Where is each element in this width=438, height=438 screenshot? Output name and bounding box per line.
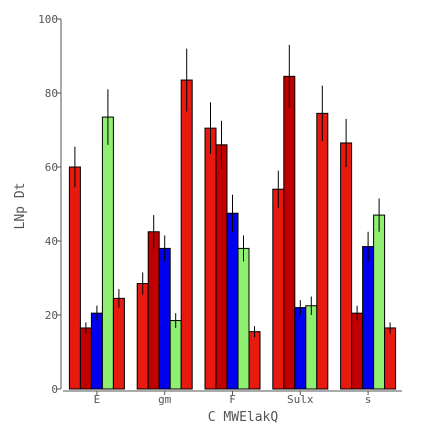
bar xyxy=(79,327,92,390)
bar xyxy=(90,312,103,390)
y-tick-label: 100 xyxy=(38,13,58,26)
bar xyxy=(226,212,239,390)
bar xyxy=(294,307,307,390)
bar xyxy=(112,297,125,390)
bar xyxy=(215,144,228,390)
bar xyxy=(305,305,318,390)
bar xyxy=(180,79,193,390)
x-tick-label: Sulx xyxy=(287,393,314,406)
x-tick-label: gm xyxy=(158,393,172,406)
x-tick-label: s xyxy=(365,393,372,406)
y-tick-label: 20 xyxy=(45,309,58,322)
y-tick-label: 80 xyxy=(45,87,58,100)
bar xyxy=(169,320,182,390)
bar xyxy=(158,247,171,390)
bar xyxy=(68,166,81,390)
bar xyxy=(101,116,114,390)
bars-group xyxy=(68,44,397,390)
bar xyxy=(147,231,160,390)
bar xyxy=(384,327,397,390)
bar xyxy=(283,75,296,390)
x-tick-label: F xyxy=(229,393,236,406)
bar xyxy=(373,214,386,390)
y-tick-label: 60 xyxy=(45,161,58,174)
y-axis: 0 20 40 60 80 100 xyxy=(38,13,62,396)
bar xyxy=(204,127,217,390)
y-tick-label: 0 xyxy=(51,383,58,396)
y-axis-label: LNp Dt xyxy=(13,183,28,230)
bar xyxy=(272,188,285,390)
bar xyxy=(362,246,375,390)
bar xyxy=(351,312,364,390)
x-axis-label: C MWElakQ xyxy=(208,410,279,425)
x-tick-label: E xyxy=(94,393,101,406)
bar xyxy=(340,142,353,390)
bar xyxy=(136,283,149,390)
y-tick-label: 40 xyxy=(45,235,58,248)
bar xyxy=(316,112,329,390)
bar xyxy=(237,247,250,390)
bar xyxy=(248,331,261,390)
